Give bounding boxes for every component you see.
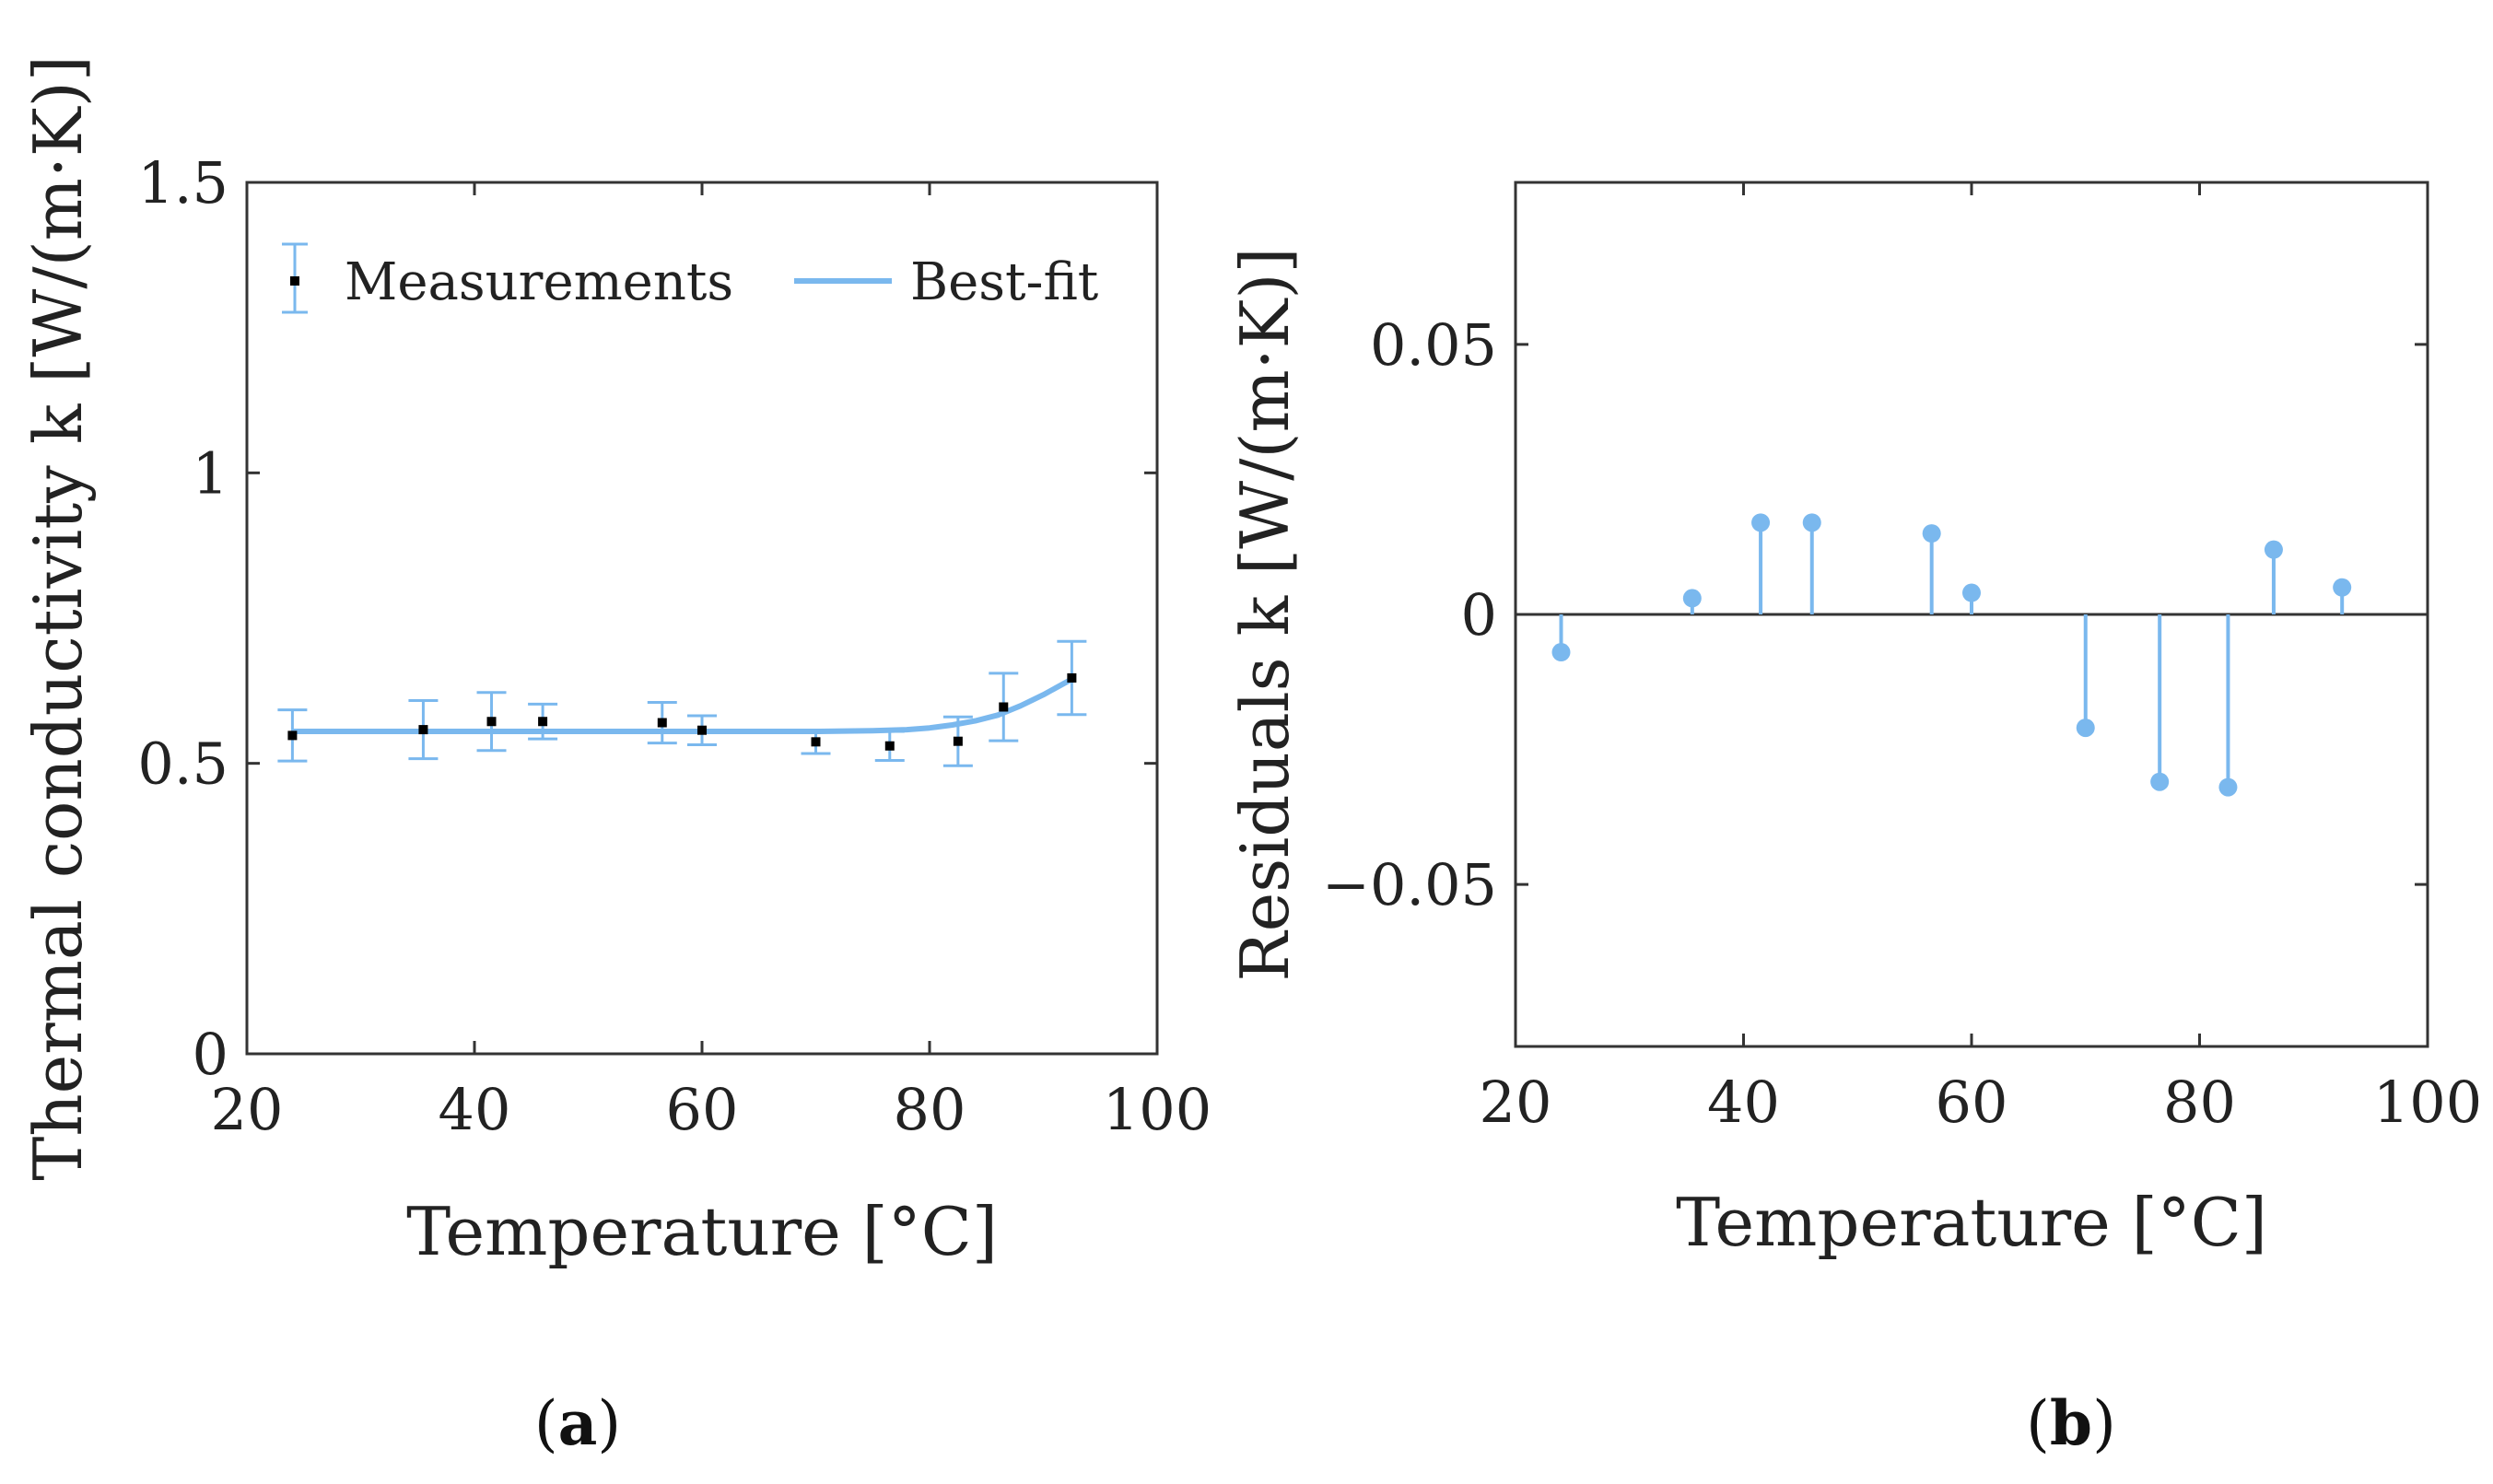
panel-b-ytick-label: 0 xyxy=(1461,581,1497,649)
panel-a-xtick-label: 20 xyxy=(211,1076,284,1143)
panel-b-stem-marker xyxy=(2076,719,2095,738)
panel-b: 20 40 60 80 100 −0.05 0 0.05 Temperature [°C] R… xyxy=(1226,181,2482,1459)
panel-a-xtick-label: 40 xyxy=(439,1076,511,1143)
panel-b-stem-marker xyxy=(1962,583,1981,602)
panel-a-ylabel: Thermal conductivity k [W/(m·K)] xyxy=(19,55,97,1181)
panel-a-measurement-point xyxy=(884,741,895,751)
panel-a-measurement-point xyxy=(999,702,1009,712)
panel-a-measurement-point xyxy=(486,717,497,727)
panel-b-ytick-label: −0.05 xyxy=(1322,851,1497,918)
panel-a-ytick-label: 0.5 xyxy=(137,730,228,798)
panel-a-legend-measurements: Measurements xyxy=(345,252,733,312)
panel-a-xtick-label: 100 xyxy=(1103,1076,1211,1143)
panel-b-stem-marker xyxy=(2150,772,2170,791)
panel-a-measurement-point xyxy=(287,730,298,741)
panel-a-ytick-label: 0 xyxy=(193,1021,228,1088)
panel-b-caption-letter: b xyxy=(2050,1387,2092,1459)
panel-b-stem-marker xyxy=(1922,524,1941,543)
panel-a-ytick-label: 1.5 xyxy=(137,149,228,216)
panel-a-legend: Measurements Best-fit xyxy=(282,242,1099,314)
panel-a-measurement-point xyxy=(538,717,548,727)
panel-a-best-fit-line xyxy=(292,676,1073,734)
panel-b-xtick-label: 40 xyxy=(1707,1069,1780,1136)
panel-b-stem-marker xyxy=(1682,589,1702,608)
panel-a-xtick-label: 80 xyxy=(894,1076,966,1143)
panel-b-xtick-label: 60 xyxy=(1936,1069,2008,1136)
panel-a-measurement-point xyxy=(418,725,428,735)
panel-b-stem-marker xyxy=(2333,578,2352,597)
panel-a-xtick-label: 60 xyxy=(666,1076,739,1143)
panel-b-caption: (b) xyxy=(2026,1387,2116,1459)
panel-a-measurement-point xyxy=(1067,672,1077,683)
panel-a-xlabel: Temperature [°C] xyxy=(406,1193,998,1270)
panel-b-stem-marker xyxy=(1802,513,1821,532)
panel-a-measurement-point xyxy=(953,736,963,746)
panel-a-measurement-point xyxy=(697,725,707,735)
panel-b-ytick-label: 0.05 xyxy=(1370,311,1497,379)
panel-a-caption: (a) xyxy=(534,1387,621,1459)
panel-b-xtick-label: 100 xyxy=(2373,1069,2482,1136)
panel-b-stem-marker xyxy=(1551,643,1571,662)
panel-b-xlabel: Temperature [°C] xyxy=(1676,1184,2267,1261)
panel-a: 20 40 60 80 100 0 0.5 1 1.5 Measurements Best-fit… xyxy=(19,55,1211,1459)
panel-a-caption-letter: a xyxy=(558,1387,598,1459)
panel-b-stem-marker xyxy=(2264,540,2283,559)
panel-a-axes-frame xyxy=(245,181,1159,1056)
panel-a-ytick-label: 1 xyxy=(193,439,228,507)
panel-a-measurement-point xyxy=(657,718,667,728)
panel-b-xtick-label: 80 xyxy=(2163,1069,2236,1136)
panel-a-legend-best-fit: Best-fit xyxy=(910,252,1099,312)
panel-a-legend-point-glyph xyxy=(290,276,299,286)
panel-b-stem-marker xyxy=(1751,513,1771,532)
panel-b-xtick-label: 20 xyxy=(1480,1069,1552,1136)
panel-b-stem-marker xyxy=(2218,777,2238,797)
panel-a-measurement-point xyxy=(811,737,821,747)
panel-b-ylabel: Residuals k [W/(m·K)] xyxy=(1226,247,1304,981)
